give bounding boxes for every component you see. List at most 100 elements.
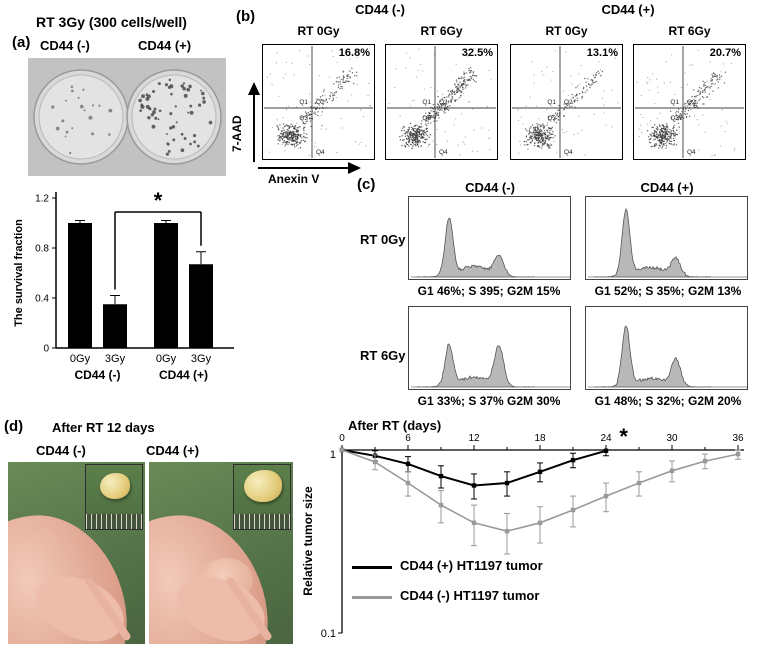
tumor-inset xyxy=(233,464,291,530)
flow-y-axis-arrow xyxy=(248,82,260,162)
svg-text:6: 6 xyxy=(405,433,411,444)
svg-text:*: * xyxy=(619,424,628,449)
panel-a-label: (a) xyxy=(12,34,31,51)
svg-text:Q1: Q1 xyxy=(299,99,308,106)
svg-text:Q2: Q2 xyxy=(439,99,448,106)
panel-c-row-label-6gy: RT 6Gy xyxy=(360,348,406,363)
svg-text:12: 12 xyxy=(468,433,480,444)
flow-y-axis-label: 7-AAD xyxy=(230,115,244,152)
panel-d-label: (d) xyxy=(4,418,24,435)
svg-text:30: 30 xyxy=(666,433,678,444)
svg-text:Q4: Q4 xyxy=(316,149,325,156)
cell-cycle-caption: G1 52%; S 35%; G2M 13% xyxy=(594,284,742,298)
svg-text:Q2: Q2 xyxy=(687,99,696,106)
svg-text:0.4: 0.4 xyxy=(35,294,49,305)
flow-scatter: Q1 Q2 Q3 Q4 xyxy=(262,44,375,160)
svg-text:Q1: Q1 xyxy=(670,99,679,106)
flow-plot-cd44pos-0gy: Q1 Q2 Q3 Q4 13.1% xyxy=(510,44,623,160)
panel-c-group-title-neg: CD44 (-) xyxy=(465,180,515,195)
flow-plot-cd44neg-6gy: Q1 Q2 Q3 Q4 32.5% xyxy=(385,44,498,160)
cell-cycle-histogram-pos-0gy xyxy=(585,196,748,280)
svg-text:0: 0 xyxy=(339,433,345,444)
ruler xyxy=(234,514,290,529)
svg-text:Q3: Q3 xyxy=(670,115,679,122)
svg-text:1.2: 1.2 xyxy=(35,194,49,205)
svg-text:Q1: Q1 xyxy=(547,99,556,106)
tumor-specimen xyxy=(244,470,282,502)
svg-text:Q2: Q2 xyxy=(316,99,325,106)
svg-text:CD44 (+): CD44 (+) xyxy=(159,368,208,382)
cell-cycle-histogram-neg-0gy xyxy=(408,196,571,280)
svg-text:Q1: Q1 xyxy=(422,99,431,106)
tumor-specimen xyxy=(100,473,130,499)
cell-cycle-caption: G1 33%; S 37% G2M 30% xyxy=(417,394,561,408)
flow-plot-title-1: RT 0Gy xyxy=(297,24,340,38)
legend-line-cd44-neg xyxy=(352,596,392,599)
svg-text:3Gy: 3Gy xyxy=(105,353,126,365)
flow-x-axis-arrow xyxy=(258,162,361,174)
svg-text:36: 36 xyxy=(732,433,744,444)
panel-b-group-title-pos: CD44 (+) xyxy=(601,2,655,17)
panel-b-label: (b) xyxy=(236,8,256,25)
survival-fraction-bar-chart: 0 0.4 0.8 1.2 The survival fraction 0Gy 3Gy CD4… xyxy=(13,188,234,382)
ruler xyxy=(86,514,142,529)
svg-text:Relative tumor size: Relative tumor size xyxy=(301,486,315,596)
svg-text:0.1: 0.1 xyxy=(321,628,336,640)
svg-text:Q3: Q3 xyxy=(422,115,431,122)
apoptosis-percent: 32.5% xyxy=(461,47,493,59)
tumor-inset xyxy=(85,464,143,530)
legend-line-cd44-pos xyxy=(352,566,392,569)
panel-d-title: After RT 12 days xyxy=(52,420,155,435)
svg-text:Q4: Q4 xyxy=(439,149,448,156)
svg-text:3Gy: 3Gy xyxy=(191,353,212,365)
flow-scatter: Q1 Q2 Q3 Q4 xyxy=(385,44,498,160)
flow-plot-title-4: RT 6Gy xyxy=(668,24,711,38)
legend-label-cd44-pos: CD44 (+) HT1197 tumor xyxy=(400,558,543,573)
apoptosis-percent: 13.1% xyxy=(586,47,618,59)
svg-text:Q3: Q3 xyxy=(299,115,308,122)
svg-text:After RT (days): After RT (days) xyxy=(348,418,441,433)
colony-dish-photo xyxy=(28,58,226,176)
cell-cycle-histogram-pos-6gy xyxy=(585,306,748,390)
svg-text:1: 1 xyxy=(330,449,336,461)
panel-c-label: (c) xyxy=(357,176,376,193)
mouse-photo-cd44-neg xyxy=(8,462,145,644)
panel-d-photo-label-neg: CD44 (-) xyxy=(36,443,86,458)
panel-d-photo-label-pos: CD44 (+) xyxy=(146,443,200,458)
svg-text:The survival fraction: The survival fraction xyxy=(13,219,25,327)
flow-scatter: Q1 Q2 Q3 Q4 xyxy=(510,44,623,160)
panel-a-title: RT 3Gy (300 cells/well) xyxy=(36,14,187,30)
svg-text:24: 24 xyxy=(600,433,612,444)
panel-c-group-title-pos: CD44 (+) xyxy=(640,180,694,195)
flow-scatter: Q1 Q2 Q3 Q4 xyxy=(633,44,746,160)
apoptosis-percent: 20.7% xyxy=(709,47,741,59)
svg-text:18: 18 xyxy=(534,433,546,444)
tumor-growth-line-chart: After RT (days)0 6 12 18 24 30 36 * 1 0.1 Relative… xyxy=(301,418,744,640)
svg-text:0Gy: 0Gy xyxy=(156,353,177,365)
panel-b-group-title-neg: CD44 (-) xyxy=(355,2,405,17)
cell-cycle-caption: G1 48%; S 32%; G2M 20% xyxy=(594,394,742,408)
svg-text:0.8: 0.8 xyxy=(35,244,49,255)
svg-text:CD44 (-): CD44 (-) xyxy=(74,368,120,382)
panel-a-dish-label-neg: CD44 (-) xyxy=(40,38,90,53)
svg-text:*: * xyxy=(154,188,163,213)
svg-text:Q2: Q2 xyxy=(564,99,573,106)
flow-x-axis-label: Anexin V xyxy=(268,172,320,186)
mouse-photo-cd44-pos xyxy=(149,462,293,644)
svg-text:Q4: Q4 xyxy=(564,149,573,156)
flow-plot-title-2: RT 6Gy xyxy=(420,24,463,38)
apoptosis-percent: 16.8% xyxy=(338,47,370,59)
svg-text:Q4: Q4 xyxy=(687,149,696,156)
svg-text:Q3: Q3 xyxy=(547,115,556,122)
flow-plot-cd44pos-6gy: Q1 Q2 Q3 Q4 20.7% xyxy=(633,44,746,160)
panel-c-row-label-0gy: RT 0Gy xyxy=(360,232,406,247)
panel-a-dish-label-pos: CD44 (+) xyxy=(138,38,192,53)
flow-plot-title-3: RT 0Gy xyxy=(545,24,588,38)
cell-cycle-histogram-neg-6gy xyxy=(408,306,571,390)
svg-text:0Gy: 0Gy xyxy=(70,353,91,365)
svg-text:0: 0 xyxy=(43,344,49,355)
legend-label-cd44-neg: CD44 (-) HT1197 tumor xyxy=(400,588,540,603)
cell-cycle-caption: G1 46%; S 395; G2M 15% xyxy=(417,284,561,298)
flow-plot-cd44neg-0gy: Q1 Q2 Q3 Q4 16.8% xyxy=(262,44,375,160)
